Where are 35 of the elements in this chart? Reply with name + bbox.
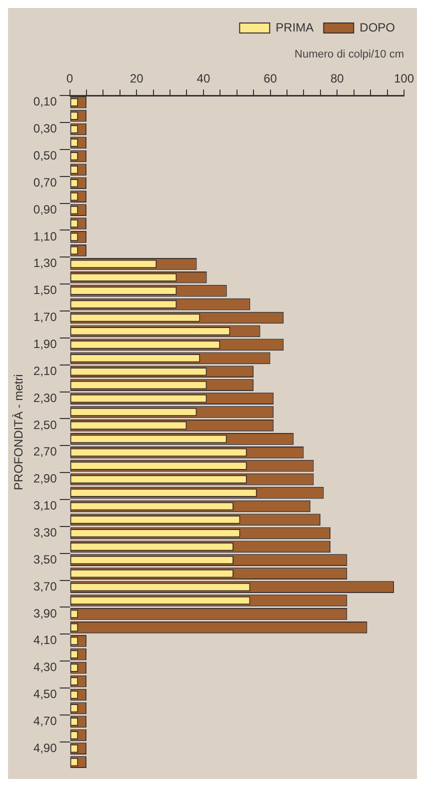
- x-tick-label: 0: [66, 72, 74, 86]
- y-tick-label: 1,10: [33, 229, 58, 244]
- x-tick-label: 20: [130, 72, 144, 86]
- y-tick-label: 2,70: [33, 444, 58, 459]
- y-tick-label: 0,10: [33, 94, 58, 109]
- y-tick-label: 1,50: [33, 283, 58, 298]
- y-tick-label: 0,50: [33, 148, 58, 162]
- x-axis-title: Numero di colpi/10 cm: [294, 48, 404, 61]
- y-axis-title: PROFONDITÀ - metri: [12, 374, 26, 490]
- y-tick-label: 3,30: [33, 525, 58, 540]
- y-tick-label: 0,30: [33, 122, 58, 136]
- y-tick-label: 1,70: [33, 310, 58, 324]
- y-tick-label: 3,10: [33, 498, 58, 513]
- y-tick-label: 2,50: [33, 418, 58, 432]
- y-tick-label: 4,10: [33, 633, 58, 648]
- y-tick-label: 2,10: [33, 364, 58, 378]
- y-tick-label: 1,30: [33, 256, 58, 270]
- y-tick-label: 2,30: [33, 390, 58, 405]
- y-tick-label: 0,90: [33, 202, 58, 216]
- legend-label: PRIMA: [276, 20, 314, 34]
- y-tick-label: 4,90: [33, 740, 58, 755]
- x-tick-label: 40: [196, 72, 210, 86]
- y-tick-label: 3,90: [33, 606, 58, 620]
- x-tick-label: 80: [330, 72, 344, 86]
- x-tick-label: 60: [264, 72, 278, 86]
- y-tick-label: 3,70: [33, 579, 58, 594]
- y-tick-label: 4,70: [33, 714, 58, 728]
- y-tick-label: 3,50: [33, 552, 58, 566]
- y-tick-label: 4,30: [33, 660, 58, 674]
- y-tick-label: 4,50: [33, 687, 58, 702]
- y-tick-label: 1,90: [33, 336, 58, 351]
- x-tick-label: 100: [394, 72, 414, 86]
- y-tick-label: 2,90: [33, 472, 58, 486]
- y-tick-label: 0,70: [33, 175, 58, 190]
- legend-label: DOPO: [360, 20, 396, 34]
